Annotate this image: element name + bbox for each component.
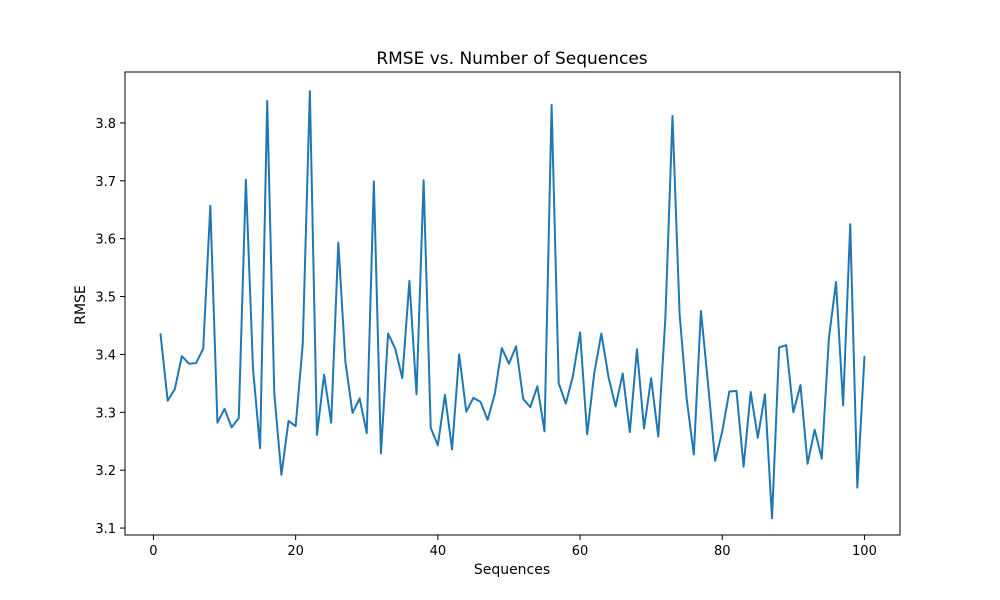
- y-tick-label: 3.2: [95, 464, 116, 479]
- y-tick-label: 3.1: [95, 522, 116, 537]
- plot-area: 0 20 40 60 80 100 3.1 3.2 3.3 3.4 3.5 3.6 3.7 3.8: [95, 71, 901, 559]
- x-tick-label: 40: [430, 544, 447, 559]
- y-tick-label: 3.6: [95, 233, 116, 248]
- x-tick-label: 0: [149, 544, 157, 559]
- chart-title: RMSE vs. Number of Sequences: [376, 49, 647, 69]
- y-tick-label: 3.8: [95, 117, 116, 132]
- y-tick-label: 3.3: [95, 406, 116, 421]
- x-tick-label: 20: [287, 544, 304, 559]
- x-axis-title: Sequences: [474, 562, 550, 578]
- series-line-1: [159, 90, 866, 520]
- axes-frame: [124, 71, 901, 536]
- y-tick-label: 3.5: [95, 291, 116, 306]
- x-tick-label: 100: [852, 544, 877, 559]
- y-tick-label: 3.4: [95, 348, 116, 363]
- y-axis-title: RMSE: [73, 285, 89, 325]
- y-tick-label: 3.7: [95, 175, 116, 190]
- x-tick-label: 60: [572, 544, 589, 559]
- x-tick-label: 80: [714, 544, 731, 559]
